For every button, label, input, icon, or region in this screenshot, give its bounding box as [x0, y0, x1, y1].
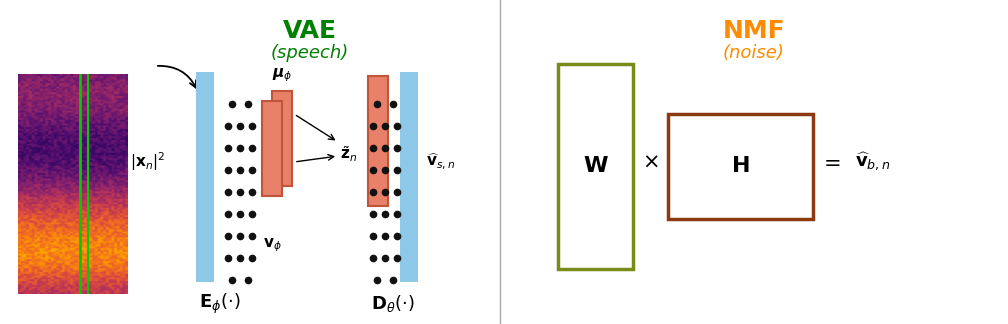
Text: NMF: NMF — [723, 19, 785, 43]
Text: $\widehat{\mathbf{v}}_{b,n}$: $\widehat{\mathbf{v}}_{b,n}$ — [855, 151, 890, 173]
Bar — [272, 91, 292, 186]
Bar — [400, 72, 418, 282]
Text: $\mathbf{E}_\phi(\cdot)$: $\mathbf{E}_\phi(\cdot)$ — [200, 292, 241, 316]
Text: $\times$: $\times$ — [642, 152, 658, 172]
Text: $\mathbf{D}_\theta(\cdot)$: $\mathbf{D}_\theta(\cdot)$ — [371, 294, 414, 315]
Bar — [368, 76, 388, 206]
Text: $\widehat{\mathbf{v}}_{s,n}$: $\widehat{\mathbf{v}}_{s,n}$ — [426, 152, 456, 172]
Text: $=$: $=$ — [820, 152, 841, 172]
Text: $\mathbf{H}$: $\mathbf{H}$ — [731, 156, 750, 177]
FancyArrowPatch shape — [296, 115, 335, 140]
Bar — [262, 101, 282, 196]
FancyArrowPatch shape — [158, 66, 196, 88]
Text: $\mathbf{W}$: $\mathbf{W}$ — [583, 156, 609, 177]
Text: $\mathbf{v}_\phi$: $\mathbf{v}_\phi$ — [263, 236, 281, 254]
Text: VAE: VAE — [283, 19, 337, 43]
Bar — [558, 64, 633, 269]
Text: (speech): (speech) — [271, 44, 349, 62]
FancyArrowPatch shape — [296, 155, 334, 162]
Text: $\tilde{\mathbf{z}}_n$: $\tilde{\mathbf{z}}_n$ — [340, 144, 357, 164]
Text: (noise): (noise) — [723, 44, 785, 62]
Bar — [668, 114, 813, 219]
Text: $|\mathbf{x}_n|^2$: $|\mathbf{x}_n|^2$ — [130, 151, 165, 173]
Text: $\boldsymbol{\mu}_\phi$: $\boldsymbol{\mu}_\phi$ — [272, 66, 292, 84]
Bar — [196, 72, 214, 282]
